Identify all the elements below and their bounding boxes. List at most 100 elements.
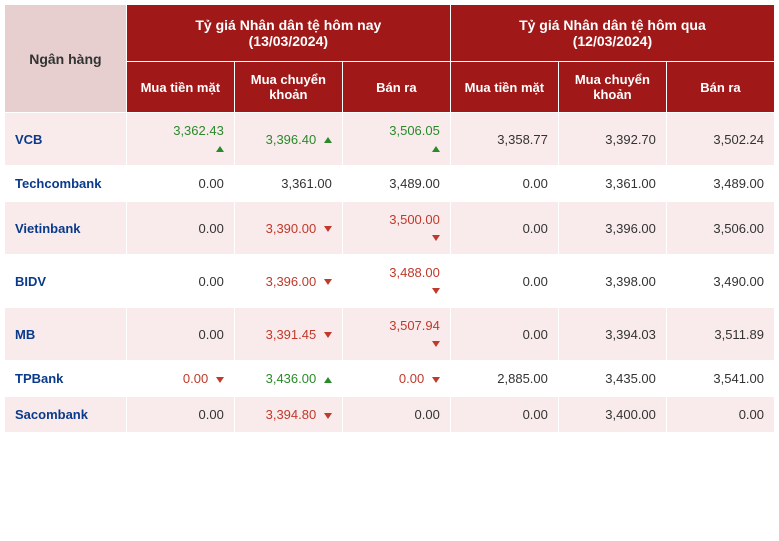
table-row: Sacombank0.00 3,394.80 0.00 0.003,400.00… — [5, 397, 775, 433]
yest-cash: 0.00 — [450, 166, 558, 202]
yest-transfer: 3,394.03 — [558, 308, 666, 361]
bank-link[interactable]: Vietinbank — [5, 202, 127, 255]
exchange-rate-table: Ngân hàng Tỷ giá Nhân dân tệ hôm nay (13… — [4, 4, 775, 433]
col-header-today-cash: Mua tiền mặt — [126, 62, 234, 113]
rate-value: 3,488.00 — [389, 265, 440, 280]
col-header-bank: Ngân hàng — [5, 5, 127, 113]
today-sell: 3,507.94 — [342, 308, 450, 361]
yesterday-group-label: Tỷ giá Nhân dân tệ hôm qua — [519, 17, 706, 33]
yesterday-date: (12/03/2024) — [573, 33, 652, 49]
today-cash: 0.00 — [126, 202, 234, 255]
today-cash: 3,362.43 — [126, 113, 234, 166]
rate-value: 3,436.00 — [266, 371, 317, 386]
yest-cash: 0.00 — [450, 397, 558, 433]
rate-value: 0.00 — [199, 407, 224, 422]
today-transfer: 3,396.40 — [234, 113, 342, 166]
yest-transfer: 3,398.00 — [558, 255, 666, 308]
caret-up-icon — [324, 137, 332, 143]
yest-sell: 3,541.00 — [666, 361, 774, 397]
today-sell: 3,500.00 — [342, 202, 450, 255]
caret-up-icon — [324, 377, 332, 383]
caret-down-icon — [216, 377, 224, 383]
rate-value: 3,361.00 — [281, 176, 332, 191]
rate-value: 3,394.80 — [266, 407, 317, 422]
rate-value: 3,507.94 — [389, 318, 440, 333]
rate-value: 3,396.40 — [266, 132, 317, 147]
bank-link[interactable]: Techcombank — [5, 166, 127, 202]
rate-value: 3,391.45 — [266, 327, 317, 342]
bank-link[interactable]: BIDV — [5, 255, 127, 308]
rate-value: 0.00 — [199, 176, 224, 191]
rate-value: 3,390.00 — [266, 221, 317, 236]
today-sell: 3,489.00 — [342, 166, 450, 202]
table-row: TPBank 0.00 3,436.00 0.00 2,885.003,435.0… — [5, 361, 775, 397]
yest-cash: 3,358.77 — [450, 113, 558, 166]
today-transfer: 3,361.00 — [234, 166, 342, 202]
yest-cash: 0.00 — [450, 202, 558, 255]
today-cash: 0.00 — [126, 361, 234, 397]
today-group-label: Tỷ giá Nhân dân tệ hôm nay — [195, 17, 381, 33]
rate-value: 0.00 — [183, 371, 208, 386]
caret-down-icon — [432, 235, 440, 241]
table-row: Techcombank0.00 3,361.00 3,489.00 0.003,… — [5, 166, 775, 202]
rate-value: 0.00 — [199, 327, 224, 342]
yest-sell: 3,511.89 — [666, 308, 774, 361]
yest-cash: 0.00 — [450, 308, 558, 361]
bank-link[interactable]: VCB — [5, 113, 127, 166]
today-cash: 0.00 — [126, 397, 234, 433]
bank-link[interactable]: TPBank — [5, 361, 127, 397]
today-date: (13/03/2024) — [249, 33, 328, 49]
caret-down-icon — [432, 377, 440, 383]
today-transfer: 3,436.00 — [234, 361, 342, 397]
col-header-yest-transfer: Mua chuyển khoản — [558, 62, 666, 113]
rate-value: 0.00 — [199, 274, 224, 289]
today-cash: 0.00 — [126, 308, 234, 361]
today-transfer: 3,390.00 — [234, 202, 342, 255]
yest-sell: 3,489.00 — [666, 166, 774, 202]
caret-down-icon — [324, 279, 332, 285]
yest-sell: 3,490.00 — [666, 255, 774, 308]
col-header-today-sell: Bán ra — [342, 62, 450, 113]
table-row: BIDV0.00 3,396.00 3,488.000.003,398.003,… — [5, 255, 775, 308]
bank-link[interactable]: Sacombank — [5, 397, 127, 433]
caret-down-icon — [324, 332, 332, 338]
caret-down-icon — [324, 226, 332, 232]
today-sell: 0.00 — [342, 361, 450, 397]
rate-value: 0.00 — [415, 407, 440, 422]
caret-up-icon — [432, 146, 440, 152]
yest-sell: 0.00 — [666, 397, 774, 433]
yest-transfer: 3,435.00 — [558, 361, 666, 397]
caret-down-icon — [324, 413, 332, 419]
yest-transfer: 3,396.00 — [558, 202, 666, 255]
col-header-yesterday-group: Tỷ giá Nhân dân tệ hôm qua (12/03/2024) — [450, 5, 774, 62]
today-transfer: 3,394.80 — [234, 397, 342, 433]
yest-sell: 3,506.00 — [666, 202, 774, 255]
today-sell: 3,488.00 — [342, 255, 450, 308]
yest-sell: 3,502.24 — [666, 113, 774, 166]
today-sell: 0.00 — [342, 397, 450, 433]
yest-cash: 2,885.00 — [450, 361, 558, 397]
rate-value: 3,396.00 — [266, 274, 317, 289]
rate-value: 0.00 — [199, 221, 224, 236]
caret-down-icon — [432, 288, 440, 294]
yest-transfer: 3,392.70 — [558, 113, 666, 166]
table-row: Vietinbank0.00 3,390.00 3,500.000.003,39… — [5, 202, 775, 255]
table-row: VCB 3,362.43 3,396.40 3,506.05 3,358.773,39… — [5, 113, 775, 166]
col-header-yest-sell: Bán ra — [666, 62, 774, 113]
rate-value: 0.00 — [399, 371, 424, 386]
today-transfer: 3,391.45 — [234, 308, 342, 361]
col-header-yest-cash: Mua tiền mặt — [450, 62, 558, 113]
rate-value: 3,362.43 — [173, 123, 224, 138]
today-sell: 3,506.05 — [342, 113, 450, 166]
bank-link[interactable]: MB — [5, 308, 127, 361]
table-row: MB0.00 3,391.45 3,507.940.003,394.033,51… — [5, 308, 775, 361]
rate-value: 3,506.05 — [389, 123, 440, 138]
yest-cash: 0.00 — [450, 255, 558, 308]
rate-table-body: VCB3,362.433,396.40 3,506.053,358.773,39… — [5, 113, 775, 433]
rate-value: 3,500.00 — [389, 212, 440, 227]
today-cash: 0.00 — [126, 255, 234, 308]
today-transfer: 3,396.00 — [234, 255, 342, 308]
yest-transfer: 3,361.00 — [558, 166, 666, 202]
col-header-today-transfer: Mua chuyển khoản — [234, 62, 342, 113]
today-cash: 0.00 — [126, 166, 234, 202]
